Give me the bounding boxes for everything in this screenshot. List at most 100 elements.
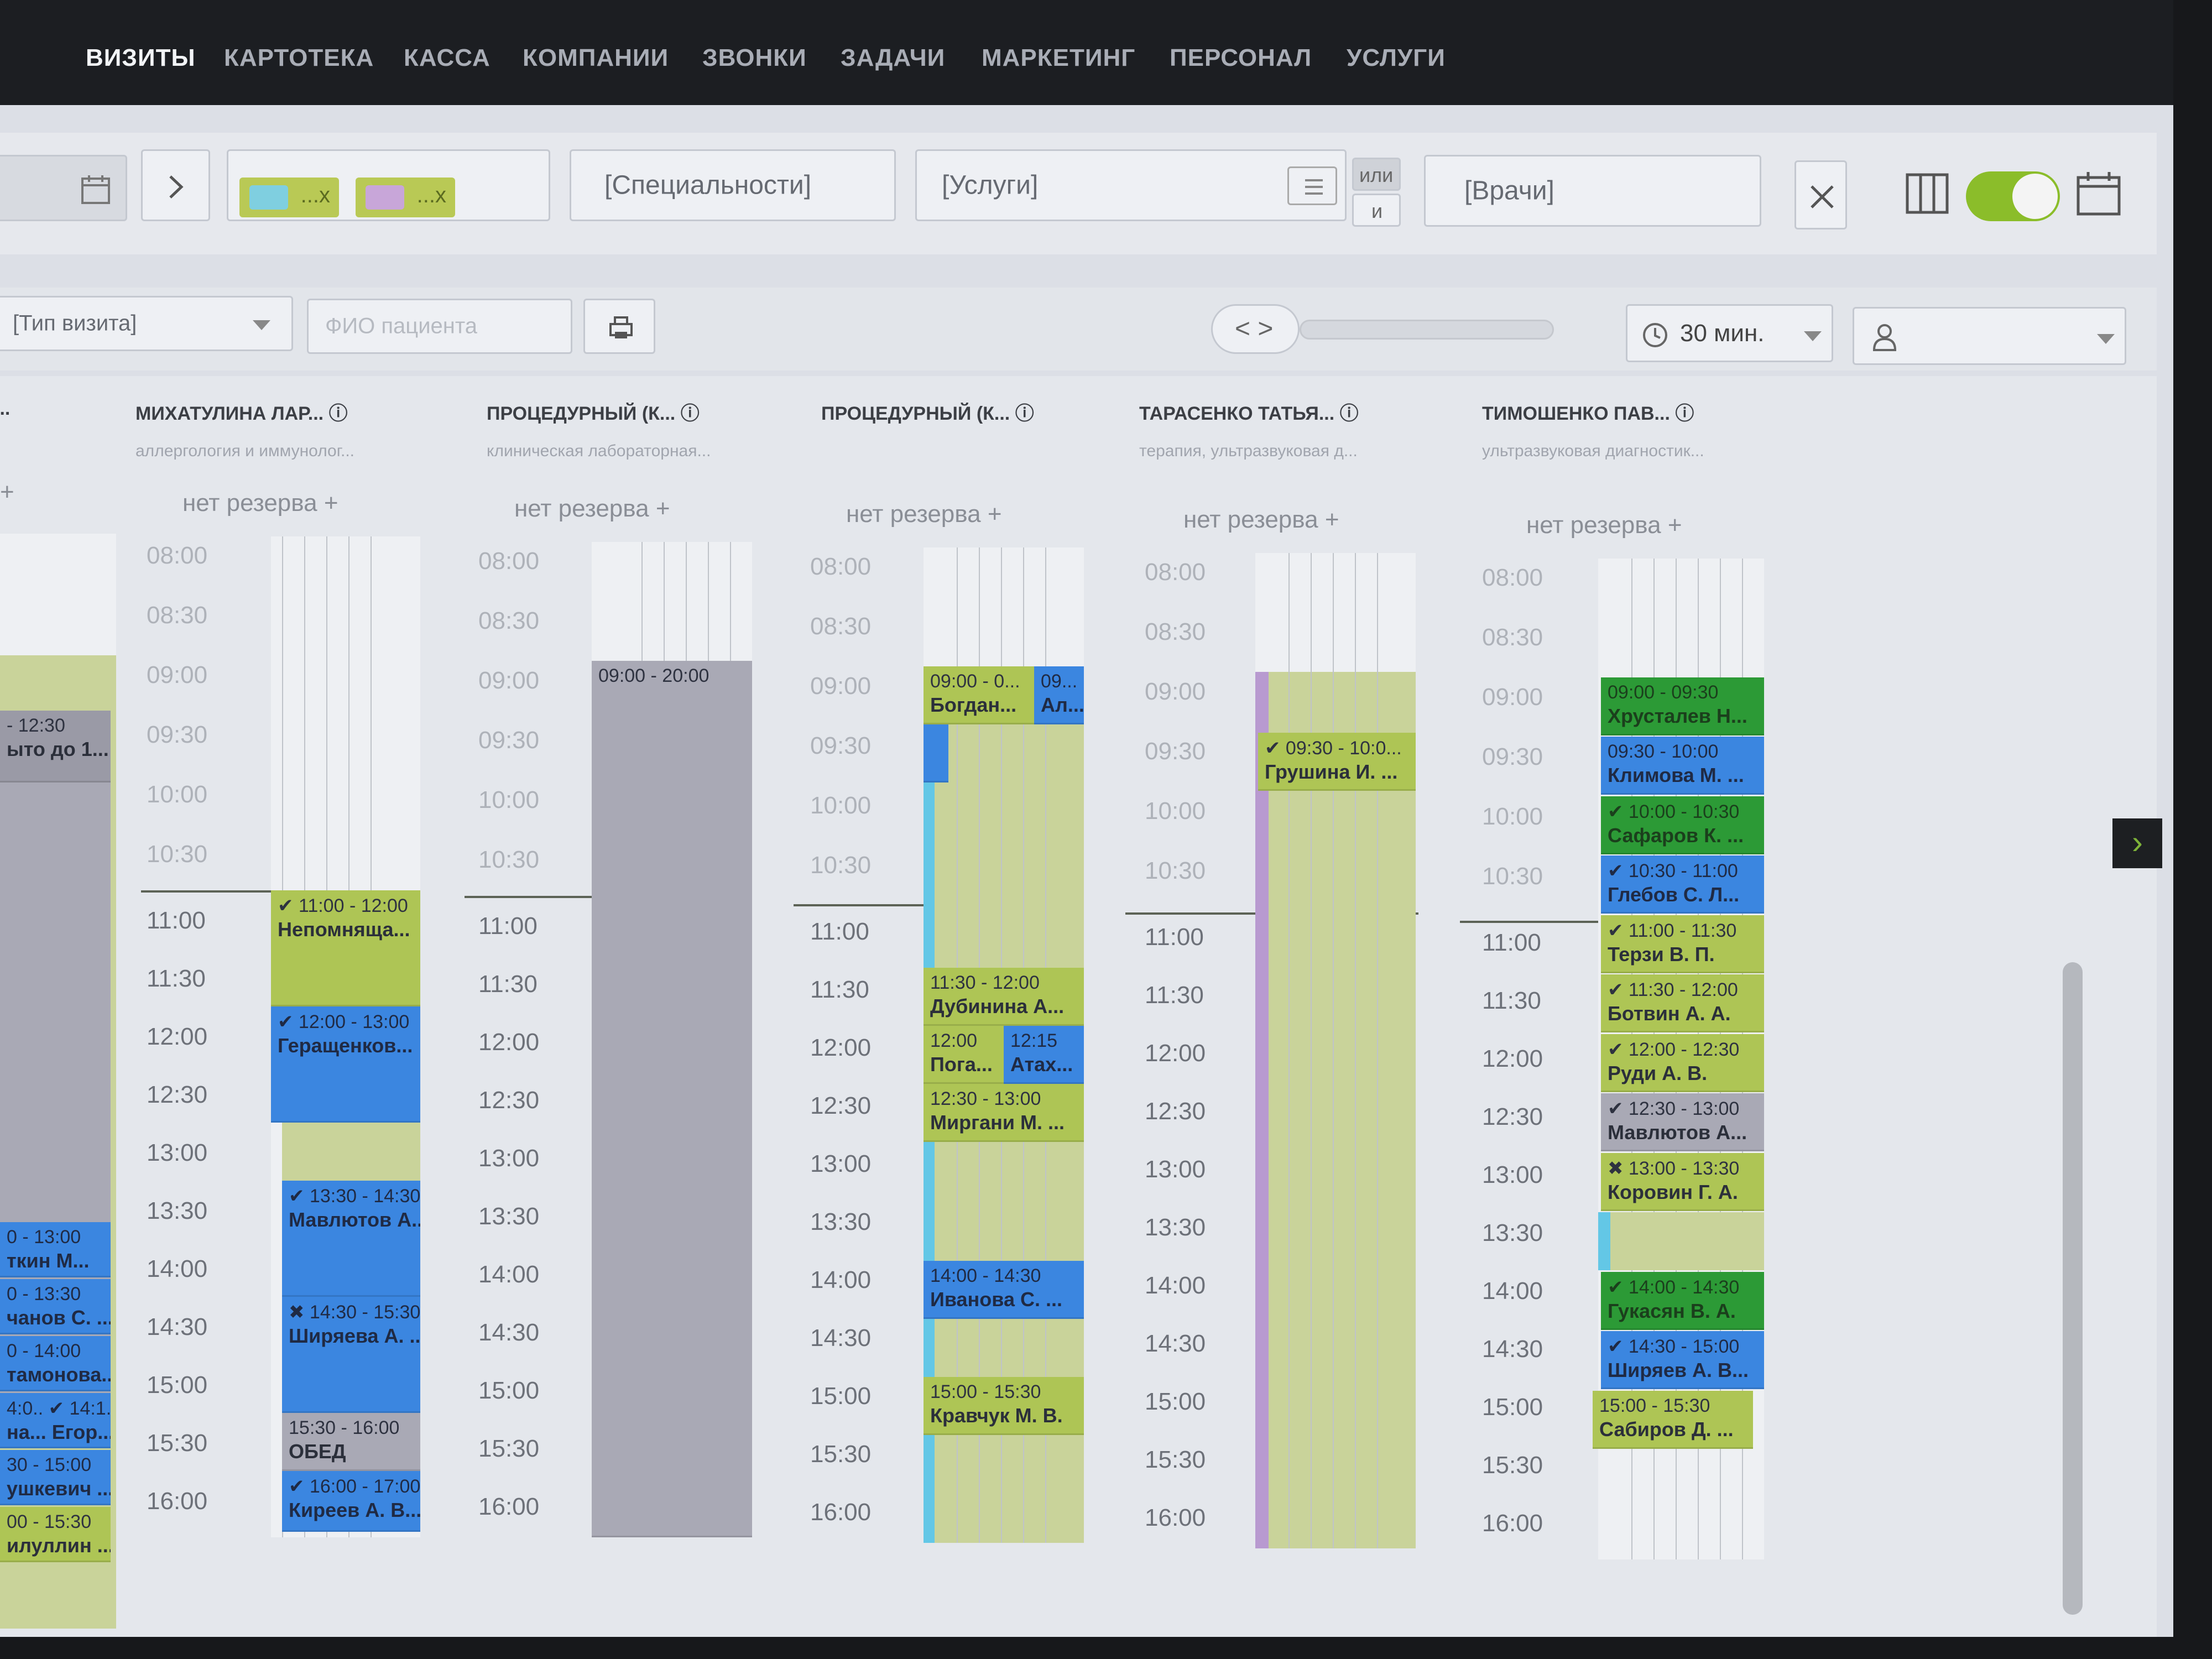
appointment-card[interactable]: ✔ 10:00 - 10:30 Сафаров К. ... <box>1601 796 1764 854</box>
logic-or-button[interactable]: или <box>1352 158 1401 191</box>
appointment-card[interactable]: 0 - 13:30 чанов С. ... <box>0 1279 111 1334</box>
appointment-card[interactable]: ✔ 16:00 - 17:00 Киреев А. В... <box>282 1471 420 1532</box>
add-reserve-button[interactable]: нет резерва + <box>1183 506 1339 533</box>
lane-free-slot[interactable] <box>282 1123 420 1181</box>
appointment-card[interactable]: 14:00 - 14:30 Иванова С. ... <box>924 1261 1084 1319</box>
toggle-switch[interactable] <box>1966 171 2060 221</box>
schedule-lane-partial[interactable]: - 12:30 ыто до 1... 0 - 13:00 ткин М... … <box>0 534 116 1629</box>
user-select[interactable] <box>1853 307 2126 365</box>
code-arrows-icon: < > <box>1235 314 1274 343</box>
appointment-card[interactable]: ✔ 11:00 - 12:00 Непомняща... <box>271 890 420 1006</box>
schedule-lane[interactable]: 09:00 - 0... Богдан... 09... Ал... 11:30… <box>924 547 1084 1543</box>
appointment-card[interactable]: 00 - 15:30 илуллин ... <box>0 1507 111 1562</box>
appointment-card[interactable]: 15:30 - 16:00 ОБЕД <box>282 1413 420 1471</box>
appointment-card[interactable]: ✔ 10:30 - 11:00 Глебов С. Л... <box>1601 855 1764 914</box>
nav-calls[interactable]: ЗВОНКИ <box>702 44 807 71</box>
info-icon[interactable]: ⓘ <box>680 403 700 424</box>
doctors-select[interactable]: [Врачи] <box>1424 155 1761 227</box>
add-reserve-button[interactable]: + <box>0 478 14 505</box>
appointment-card[interactable]: 0 - 14:00 тамонова... <box>0 1336 111 1391</box>
appointment-card[interactable]: ✔ 09:30 - 10:0... Грушина И. ... <box>1258 733 1416 791</box>
appointment-card[interactable]: ✔ 12:30 - 13:00 Мавлютов А... <box>1601 1093 1764 1151</box>
info-icon[interactable]: ⓘ <box>1015 403 1034 424</box>
vertical-scrollbar[interactable] <box>2063 962 2083 1615</box>
nav-services[interactable]: УСЛУГИ <box>1347 44 1446 71</box>
nav-marketing[interactable]: МАРКЕТИНГ <box>982 44 1136 71</box>
column-scroll-slider[interactable] <box>1300 320 1554 340</box>
nav-companies[interactable]: КОМПАНИИ <box>523 44 669 71</box>
appointment-card[interactable]: 12:30 - 13:00 Миргани М. ... <box>924 1084 1084 1142</box>
columns-icon[interactable] <box>1905 171 1949 216</box>
appointment-card[interactable]: 4:0.. ✔ 14:1.. на... Егор... <box>0 1393 111 1448</box>
swatch-blue <box>249 185 288 210</box>
chip-remove-icon[interactable]: ...x <box>300 183 330 207</box>
appointment-card[interactable]: 0 - 13:00 ткин М... <box>0 1222 111 1277</box>
appointment-card[interactable]: - 12:30 ыто до 1... <box>0 711 111 782</box>
nav-staff[interactable]: ПЕРСОНАЛ <box>1170 44 1312 71</box>
next-date-button[interactable] <box>141 149 210 221</box>
nav-tasks[interactable]: ЗАДАЧИ <box>841 44 946 71</box>
appointment-card[interactable]: ✔ 11:30 - 12:00 Ботвин А. А. <box>1601 974 1764 1032</box>
info-icon[interactable]: ⓘ <box>1339 403 1359 424</box>
add-reserve-button[interactable]: нет резерва + <box>1526 512 1682 539</box>
lane-free-slot[interactable] <box>0 534 116 655</box>
patient-name-input[interactable]: ФИО пациента <box>307 299 572 354</box>
info-icon[interactable]: ⓘ <box>328 403 348 424</box>
add-reserve-button[interactable]: нет резерва + <box>182 489 338 517</box>
chip-remove-icon[interactable]: ...x <box>416 183 446 207</box>
appointment-card[interactable]: ✔ 12:00 - 13:00 Геращенков... <box>271 1006 420 1123</box>
nav-visits[interactable]: ВИЗИТЫ <box>86 44 196 71</box>
appointment-card[interactable]: 09... Ал... <box>1034 666 1084 724</box>
specialties-select[interactable]: [Специальности] <box>570 149 896 221</box>
services-select[interactable]: [Услуги] <box>915 149 1347 221</box>
appointment-card[interactable]: ✖ 14:30 - 15:30 Ширяева А. ... <box>282 1297 420 1413</box>
time-slot-label: 10:00 <box>810 792 872 819</box>
appointment-card[interactable]: 15:00 - 15:30 Сабиров Д. ... <box>1593 1391 1753 1449</box>
list-icon[interactable] <box>1287 166 1337 205</box>
appointment-card[interactable]: 11:30 - 12:00 Дубинина А... <box>924 968 1084 1026</box>
schedule-lane[interactable]: ✔ 11:00 - 12:00 Непомняща... ✔ 12:00 - 1… <box>271 536 420 1537</box>
appointment-card[interactable]: 09:00 - 0... Богдан... <box>924 666 1034 724</box>
appointment-card[interactable]: ✔ 14:00 - 14:30 Гукасян В. А. <box>1601 1272 1764 1330</box>
appointment-card[interactable]: ✖ 13:00 - 13:30 Коровин Г. А. <box>1601 1153 1764 1211</box>
appointment-card[interactable]: 09:00 - 09:30 Хрусталев Н... <box>1601 677 1764 735</box>
appointment-card[interactable] <box>924 724 948 782</box>
scroll-columns-button[interactable]: < > <box>1211 304 1300 354</box>
lane-free-slot[interactable] <box>1598 1212 1764 1270</box>
info-icon[interactable]: ⓘ <box>1675 403 1694 424</box>
clear-filters-button[interactable] <box>1794 160 1847 229</box>
schedule-lane[interactable]: ✔ 09:30 - 10:0... Грушина И. ... <box>1255 553 1416 1548</box>
appointment-card[interactable]: 30 - 15:00 ушкевич ... <box>0 1450 111 1505</box>
date-picker-field[interactable] <box>0 155 127 221</box>
appointment-time: ✖ 13:00 - 13:30 <box>1608 1158 1740 1179</box>
appointment-card[interactable]: 12:15 Атах... <box>1004 1026 1084 1084</box>
schedule-lane[interactable]: 09:00 - 20:00 <box>592 542 752 1537</box>
logic-and-button[interactable]: и <box>1352 194 1401 227</box>
appointment-card[interactable]: 12:00 Пога... <box>924 1026 1004 1084</box>
time-slot-label: 12:30 <box>147 1081 208 1108</box>
appointment-time: ✔ 11:30 - 12:00 <box>1608 979 1738 1000</box>
calendar-icon[interactable] <box>2074 169 2124 218</box>
appointment-card[interactable]: ✔ 13:30 - 14:30 Мавлютов А... <box>282 1181 420 1297</box>
add-reserve-button[interactable]: нет резерва + <box>514 495 670 522</box>
appointment-card[interactable]: 09:30 - 10:00 Климова М. ... <box>1601 737 1764 795</box>
appointment-patient: Иванова С. ... <box>930 1288 1062 1311</box>
appointment-card[interactable]: 09:00 - 20:00 <box>592 661 752 1537</box>
nav-cashbox[interactable]: КАССА <box>404 44 491 71</box>
schedule-lane[interactable]: 09:00 - 09:30 Хрусталев Н... 09:30 - 10:… <box>1593 559 1764 1559</box>
visit-type-select[interactable]: [Тип визита] <box>0 296 293 351</box>
lane-working-hours[interactable] <box>1255 672 1416 1548</box>
appointment-card[interactable]: ✔ 11:00 - 11:30 Терзи В. П. <box>1601 915 1764 973</box>
color-chip-purple[interactable]: ...x <box>356 178 455 217</box>
appointment-card[interactable]: ✔ 14:30 - 15:00 Ширяев А. В... <box>1601 1331 1764 1389</box>
interval-select[interactable]: 30 мин. <box>1626 304 1833 362</box>
print-button[interactable] <box>583 299 655 354</box>
nav-card-index[interactable]: КАРТОТЕКА <box>224 44 374 71</box>
appointment-card[interactable]: 15:00 - 15:30 Кравчук М. В. <box>924 1377 1084 1435</box>
appointment-time: ✔ 12:00 - 12:30 <box>1608 1039 1740 1060</box>
add-reserve-button[interactable]: нет резерва + <box>846 500 1002 528</box>
appointment-card[interactable]: ✔ 12:00 - 12:30 Руди А. В. <box>1601 1034 1764 1092</box>
next-columns-button[interactable]: › <box>2112 818 2162 868</box>
color-chip-blue[interactable]: ...x <box>239 178 339 217</box>
appointment-patient: Непомняща... <box>278 918 410 941</box>
